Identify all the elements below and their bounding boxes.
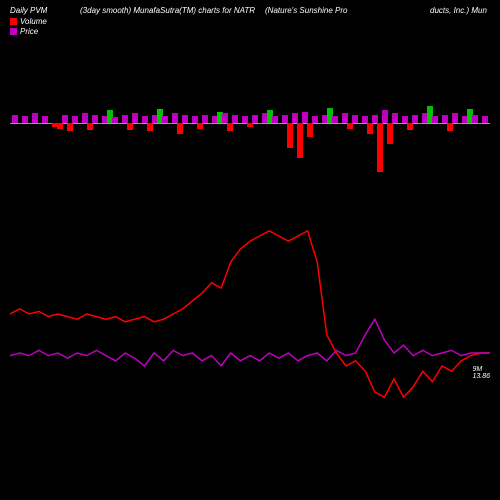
volume-bar: [162, 116, 168, 123]
volume-bar: [342, 113, 348, 123]
volume-bar: [392, 113, 398, 123]
legend-color-box: [10, 28, 17, 35]
volume-bar: [72, 116, 78, 123]
volume-bar: [142, 116, 148, 123]
volume-bar: [307, 123, 313, 137]
volume-bar: [232, 115, 238, 123]
volume-bar: [452, 113, 458, 123]
volume-bar: [122, 115, 128, 123]
volume-bar: [67, 123, 73, 131]
volume-bar: [147, 123, 153, 131]
header-segment: Daily PVM: [10, 6, 47, 15]
header-segment: (3day smooth) MunafaSutra(TM) charts for…: [80, 6, 255, 15]
volume-bar: [202, 115, 208, 123]
volume-bar: [172, 113, 178, 123]
volume-bar: [377, 123, 383, 172]
header-segment: (Nature's Sunshine Pro: [265, 6, 347, 15]
price-panel: 9M 13.86: [10, 210, 490, 470]
volume-bar: [407, 123, 413, 130]
volume-bar: [282, 115, 288, 123]
volume-bar: [287, 123, 293, 148]
volume-bar: [482, 116, 488, 123]
volume-bar: [297, 123, 303, 158]
volume-bar: [292, 113, 298, 123]
volume-bar: [177, 123, 183, 134]
header-segment: ducts, Inc.) Mun: [430, 6, 487, 15]
volume-panel: [10, 88, 490, 158]
volume-bar: [222, 113, 228, 123]
volume-bar: [112, 117, 118, 123]
value-top: 9M: [472, 366, 490, 373]
price-line: [10, 319, 490, 366]
volume-bar: [42, 116, 48, 123]
volume-bar: [352, 115, 358, 123]
volume-bar: [272, 116, 278, 123]
volume-bar: [442, 115, 448, 123]
volume-bar: [32, 113, 38, 123]
legend: VolumePrice: [10, 16, 47, 36]
volume-bar: [302, 112, 308, 123]
legend-label: Price: [20, 27, 38, 36]
volume-bar: [367, 123, 373, 134]
chart-header: Daily PVM (3day smooth) MunafaSutra(TM) c…: [0, 6, 500, 26]
volume-bar: [127, 123, 133, 130]
volume-bar: [447, 123, 453, 131]
price-value-label: 9M 13.86: [472, 366, 490, 380]
volume-bar: [12, 115, 18, 123]
volume-bar: [22, 116, 28, 123]
legend-label: Volume: [20, 17, 47, 26]
volume-bar: [242, 116, 248, 123]
volume-bar: [412, 115, 418, 123]
volume-bar: [192, 116, 198, 123]
volume-bar: [372, 115, 378, 123]
price-svg: [10, 210, 490, 470]
value-bottom: 13.86: [472, 373, 490, 380]
price-line: [10, 231, 490, 397]
volume-bar: [197, 123, 203, 129]
volume-bar: [312, 116, 318, 123]
volume-bar: [87, 123, 93, 130]
volume-bar: [252, 115, 258, 123]
volume-bar: [402, 116, 408, 123]
volume-bar: [387, 123, 393, 144]
volume-bar: [472, 115, 478, 123]
volume-bar: [227, 123, 233, 131]
volume-bar: [182, 115, 188, 123]
volume-bar: [57, 123, 63, 129]
volume-bar: [132, 113, 138, 123]
legend-item: Volume: [10, 16, 47, 26]
legend-color-box: [10, 18, 17, 25]
volume-bar: [62, 115, 68, 123]
volume-bar: [432, 116, 438, 123]
legend-item: Price: [10, 26, 47, 36]
volume-bar: [347, 123, 353, 129]
volume-bar: [332, 116, 338, 123]
volume-bar: [92, 115, 98, 123]
volume-bar: [247, 123, 253, 127]
volume-bar: [382, 110, 388, 123]
volume-bar: [82, 113, 88, 123]
volume-bar: [362, 116, 368, 123]
